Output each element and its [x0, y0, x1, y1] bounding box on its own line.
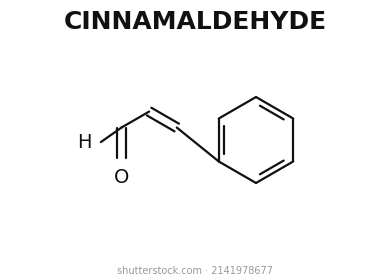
Text: shutterstock.com · 2141978677: shutterstock.com · 2141978677 — [117, 266, 273, 276]
Text: H: H — [77, 132, 91, 151]
Text: CINNAMALDEHYDE: CINNAMALDEHYDE — [64, 10, 326, 34]
Text: O: O — [114, 167, 129, 186]
